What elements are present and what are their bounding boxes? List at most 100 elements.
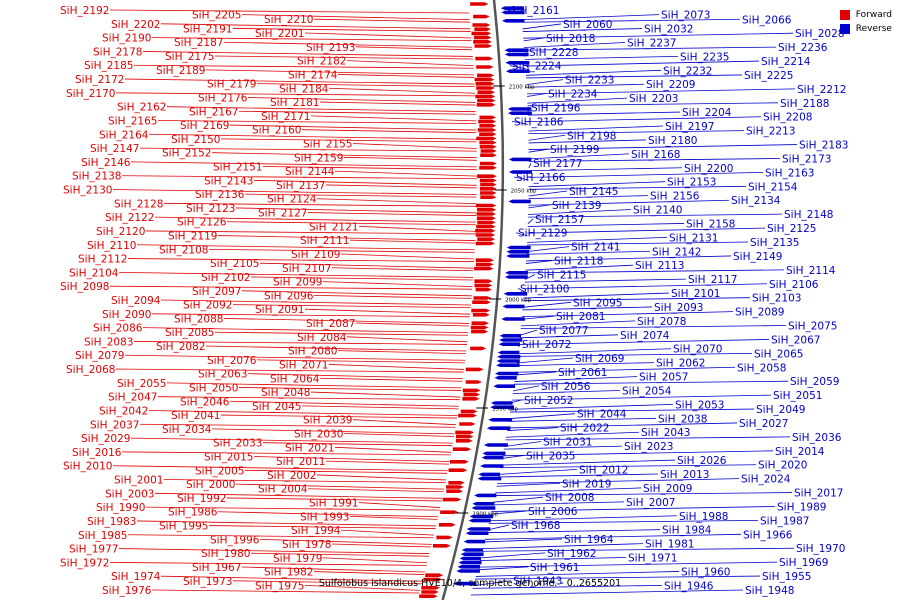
gene-label: SiH_2085: [165, 327, 214, 339]
forward-gene-arrow: [479, 161, 497, 166]
gene-label: SiH_2081: [556, 311, 605, 323]
gene-label: SiH_2083: [84, 336, 133, 348]
gene-label: SiH_2088: [174, 313, 223, 325]
gene-label: SiH_1970: [796, 543, 845, 555]
forward-gene-arrow: [477, 237, 496, 241]
label-connector: [511, 399, 523, 404]
label-connector: [524, 56, 679, 60]
label-connector: [211, 428, 455, 435]
label-connector: [319, 377, 463, 382]
label-connector: [340, 529, 434, 536]
forward-gene-arrow: [475, 258, 494, 262]
gene-label: SiH_2135: [750, 237, 799, 249]
scale-label: 2050 kbp: [511, 189, 537, 195]
gene-label: SiH_2070: [673, 344, 722, 356]
forward-gene-arrow: [448, 481, 465, 485]
gene-label: SiH_2235: [680, 51, 729, 63]
forward-gene-arrow: [423, 577, 443, 582]
reverse-gene-arrow: [460, 552, 484, 556]
gene-label: SiH_2161: [510, 5, 559, 17]
label-connector: [160, 23, 471, 30]
label-connector: [479, 557, 627, 561]
gene-label: SiH_2176: [198, 92, 248, 104]
label-connector: [307, 488, 444, 493]
forward-gene-arrow: [480, 149, 497, 153]
legend-reverse: Reverse: [839, 22, 892, 36]
forward-gene-arrow: [479, 132, 497, 136]
gene-label: SiH_2166: [516, 172, 566, 184]
forward-swatch: [839, 10, 850, 20]
label-connector: [355, 322, 469, 327]
reverse-gene-arrow: [501, 10, 525, 15]
gene-label: SiH_2140: [633, 205, 682, 217]
gene-label: SiH_2000: [186, 479, 235, 491]
gene-label: SiH_2187: [174, 37, 223, 49]
label-connector: [214, 55, 473, 60]
reverse-gene-arrow: [466, 527, 491, 531]
label-connector: [527, 93, 547, 97]
label-connector: [517, 352, 753, 357]
label-connector: [522, 23, 562, 30]
forward-gene-arrow: [479, 115, 497, 120]
label-connector: [250, 552, 429, 557]
label-connector: [337, 74, 475, 78]
label-connector: [505, 436, 791, 441]
gene-label: SiH_2168: [631, 149, 680, 161]
label-connector: [528, 158, 781, 162]
scale-marks: 2100 kbp 2050 kbp 2000 kbp 1950 kbp 1900 kbp: [456, 85, 537, 518]
gene-label: SiH_2075: [788, 321, 837, 333]
reverse-gene-arrow: [490, 405, 515, 409]
gene-label: SiH_2193: [306, 42, 355, 54]
caption-text: Sulfolobus islandicus HVE10/4, complete …: [318, 578, 622, 589]
label-connector: [528, 130, 745, 135]
gene-label: SiH_2123: [186, 203, 235, 215]
gene-label: SiH_1966: [743, 529, 793, 541]
gene-label: SiH_2109: [291, 249, 340, 261]
gene-label: SiH_1979: [273, 553, 322, 565]
forward-gene-arrow: [476, 203, 497, 208]
forward-gene-arrow: [419, 594, 438, 598]
gene-label: SiH_2199: [550, 144, 599, 156]
gene-label: SiH_1960: [681, 566, 730, 578]
gene-label: SiH_2174: [288, 69, 338, 81]
forward-gene-arrow: [465, 367, 484, 372]
gene-label: SiH_1973: [183, 576, 232, 588]
label-connector: [523, 32, 794, 39]
label-connector: [475, 571, 680, 577]
gene-label: SiH_2148: [784, 209, 833, 221]
gene-label: SiH_2094: [111, 295, 161, 307]
label-connector: [313, 571, 425, 575]
label-connector: [527, 218, 534, 225]
forward-gene-arrow: [473, 296, 492, 300]
label-connector: [118, 271, 474, 278]
forward-gene-arrow: [470, 325, 489, 330]
label-connector: [331, 267, 474, 272]
label-connector: [528, 195, 649, 199]
label-connector: [145, 230, 476, 235]
label-connector: [516, 362, 655, 367]
gene-label: SiH_2191: [183, 23, 232, 35]
gene-label: SiH_2058: [737, 362, 786, 374]
forward-gene-arrow: [474, 77, 495, 82]
gene-label: SiH_2178: [93, 46, 142, 58]
reverse-gene-arrow: [497, 355, 521, 359]
label-connector: [346, 60, 474, 67]
label-connector: [247, 373, 463, 380]
gene-label: SiH_2115: [537, 269, 586, 281]
reverse-gene-arrow: [507, 107, 532, 111]
label-connector: [316, 198, 477, 205]
forward-gene-arrow: [479, 178, 497, 183]
gene-label: SiH_2233: [565, 75, 614, 87]
reverse-gene-arrow: [505, 69, 530, 73]
label-connector: [482, 543, 644, 549]
reverse-gene-arrow: [501, 317, 525, 321]
label-connector: [504, 441, 542, 447]
label-connector: [349, 515, 438, 520]
reverse-gene-arrow: [503, 292, 528, 296]
gene-label: SiH_2031: [543, 437, 592, 449]
reverse-gene-arrow: [500, 6, 525, 10]
gene-label: SiH_2225: [744, 70, 793, 82]
label-connector: [325, 184, 477, 189]
label-connector: [301, 129, 477, 134]
legend-forward-label: Forward: [855, 10, 892, 20]
